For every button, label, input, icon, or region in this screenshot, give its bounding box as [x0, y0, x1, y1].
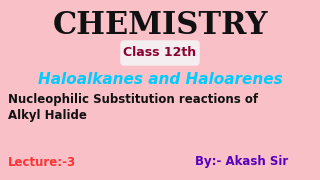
- Text: Haloalkanes and Haloarenes: Haloalkanes and Haloarenes: [38, 71, 282, 87]
- Text: By:- Akash Sir: By:- Akash Sir: [195, 156, 288, 168]
- FancyBboxPatch shape: [121, 41, 199, 65]
- Text: Alkyl Halide: Alkyl Halide: [8, 109, 87, 122]
- Text: CHEMISTRY: CHEMISTRY: [52, 10, 268, 40]
- Text: Lecture:-3: Lecture:-3: [8, 156, 76, 168]
- Text: Nucleophilic Substitution reactions of: Nucleophilic Substitution reactions of: [8, 93, 258, 107]
- Text: Class 12th: Class 12th: [124, 46, 196, 60]
